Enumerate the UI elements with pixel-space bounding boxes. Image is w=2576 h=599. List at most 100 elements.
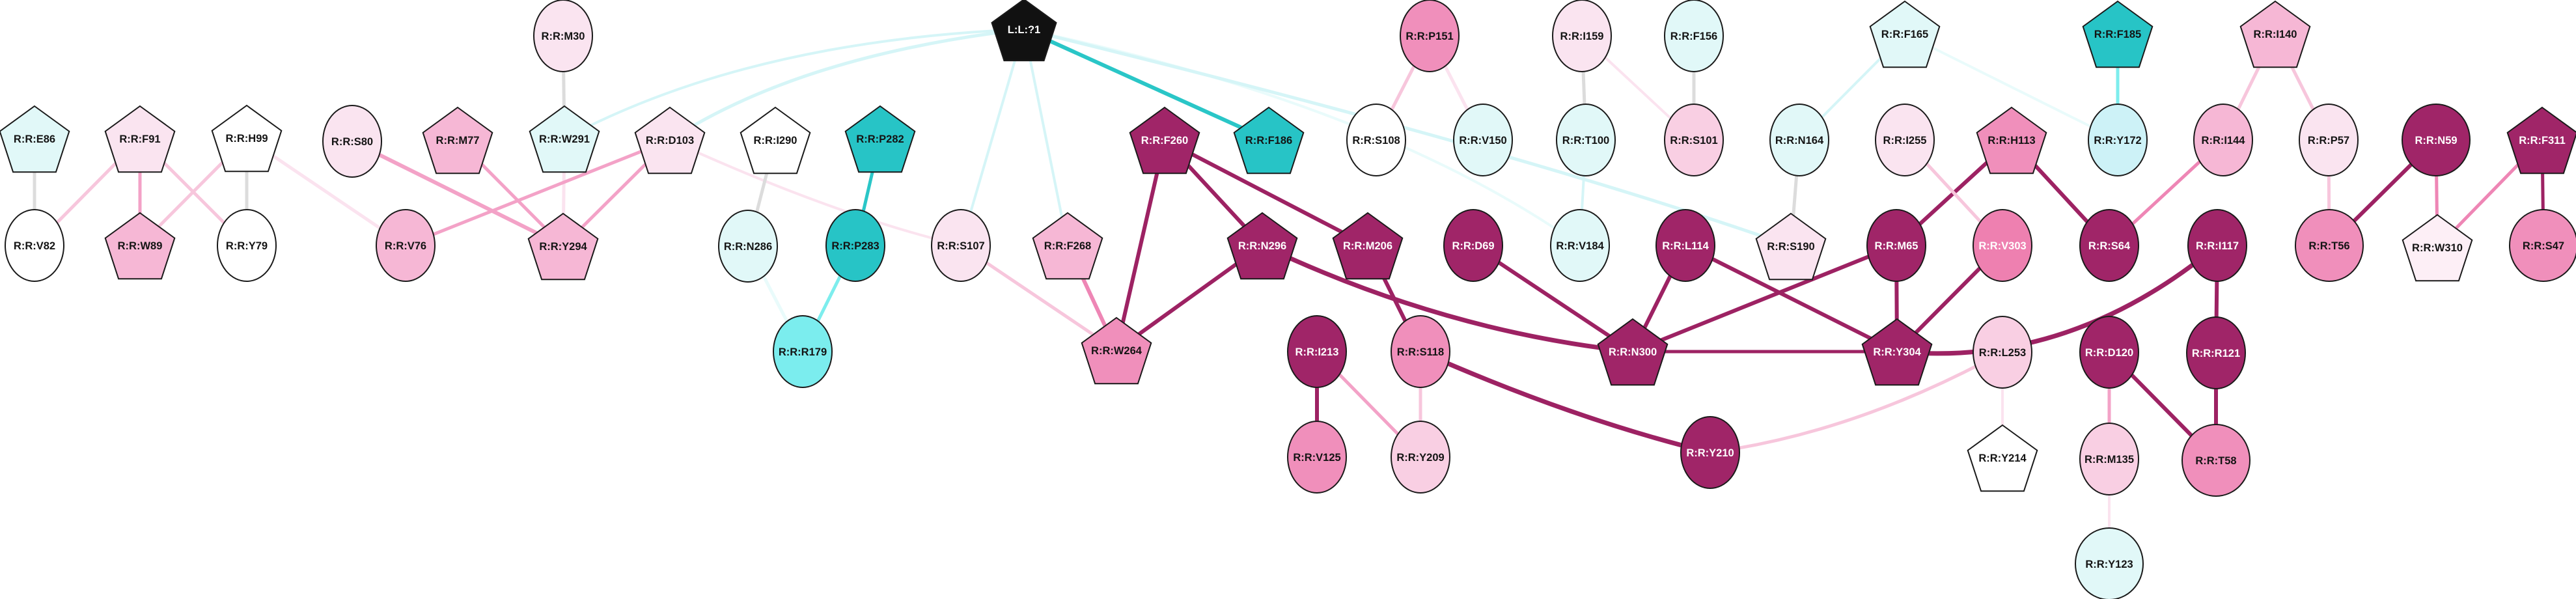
- graph-node-F165[interactable]: R:R:F165: [1869, 0, 1941, 68]
- graph-node-H113[interactable]: R:R:H113: [1976, 106, 2047, 174]
- graph-node-Y123[interactable]: R:R:Y123: [2075, 527, 2144, 599]
- graph-node-S190[interactable]: R:R:S190: [1755, 212, 1827, 281]
- pentagon-node-shape: [104, 212, 176, 280]
- graph-node-V125[interactable]: R:R:V125: [1287, 421, 1347, 494]
- graph-node-I159[interactable]: R:R:I159: [1552, 0, 1612, 72]
- pentagon-node-shape: [2239, 0, 2311, 68]
- graph-node-D69[interactable]: R:R:D69: [1443, 209, 1503, 282]
- graph-node-V82[interactable]: R:R:V82: [5, 209, 64, 282]
- edge-layer: [33, 27, 2545, 565]
- graph-node-M30[interactable]: R:R:M30: [533, 0, 593, 72]
- graph-node-Y172[interactable]: R:R:Y172: [2088, 104, 2148, 176]
- graph-node-V76[interactable]: R:R:V76: [376, 209, 436, 282]
- graph-node-I290[interactable]: R:R:I290: [740, 106, 811, 174]
- circle-node-shape: [2295, 209, 2364, 282]
- graph-node-R121[interactable]: R:R:R121: [2186, 316, 2246, 389]
- graph-node-L114[interactable]: R:R:L114: [1655, 209, 1715, 282]
- pentagon-node-shape: [529, 105, 600, 173]
- graph-node-N59[interactable]: R:R:N59: [2402, 104, 2471, 176]
- graph-node-I140[interactable]: R:R:I140: [2239, 0, 2311, 68]
- graph-edge-L114-Y304: [1683, 244, 1899, 354]
- graph-node-Y209[interactable]: R:R:Y209: [1391, 421, 1450, 494]
- graph-node-F260[interactable]: R:R:F260: [1129, 106, 1200, 174]
- graph-node-S101[interactable]: R:R:S101: [1664, 104, 1724, 176]
- graph-node-F268[interactable]: R:R:F268: [1032, 212, 1103, 280]
- graph-node-F91[interactable]: R:R:F91: [104, 105, 176, 173]
- graph-node-I255[interactable]: R:R:I255: [1875, 104, 1935, 176]
- graph-edge-L253-Y210: [1708, 350, 2004, 454]
- graph-node-V184[interactable]: R:R:V184: [1550, 209, 1610, 282]
- graph-node-M65[interactable]: R:R:M65: [1866, 209, 1926, 282]
- circle-node-shape: [2181, 424, 2251, 497]
- graph-node-T100[interactable]: R:R:T100: [1556, 104, 1616, 176]
- graph-edge-S118-Y210: [1418, 349, 1713, 455]
- graph-edge-N300-M65: [1631, 244, 1898, 354]
- graph-node-E86[interactable]: R:R:E86: [0, 105, 70, 173]
- graph-node-L1[interactable]: L:L:?1: [991, 0, 1057, 62]
- graph-edge-F260-W264: [1115, 138, 1167, 352]
- graph-edge-D103-S107: [669, 139, 962, 247]
- graph-node-W291[interactable]: R:R:W291: [529, 105, 600, 173]
- graph-node-V150[interactable]: R:R:V150: [1453, 104, 1513, 176]
- graph-node-S118[interactable]: R:R:S118: [1391, 315, 1450, 388]
- graph-edge-L1-F186: [1022, 27, 1271, 142]
- pentagon-node-shape: [1226, 212, 1298, 280]
- graph-node-N296[interactable]: R:R:N296: [1226, 212, 1298, 280]
- graph-node-Y214[interactable]: R:R:Y214: [1967, 424, 2038, 492]
- graph-node-T58[interactable]: R:R:T58: [2181, 424, 2251, 497]
- graph-node-I213[interactable]: R:R:I213: [1287, 315, 1347, 388]
- graph-node-P57[interactable]: R:R:P57: [2299, 104, 2359, 176]
- graph-node-Y79[interactable]: R:R:Y79: [217, 209, 277, 282]
- graph-node-L253[interactable]: R:R:L253: [1973, 316, 2032, 389]
- graph-edge-F165-Y172: [1904, 33, 2119, 141]
- graph-node-W264[interactable]: R:R:W264: [1081, 316, 1152, 385]
- graph-node-F185[interactable]: R:R:F185: [2082, 0, 2154, 68]
- pentagon-node-shape: [1597, 318, 1669, 386]
- pentagon-node-shape: [991, 0, 1057, 62]
- graph-node-F186[interactable]: R:R:F186: [1233, 106, 1305, 174]
- graph-node-M77[interactable]: R:R:M77: [422, 106, 493, 174]
- ellipse-node-shape: [1550, 209, 1610, 282]
- ellipse-node-shape: [1287, 421, 1347, 494]
- graph-node-H99[interactable]: R:R:H99: [211, 104, 283, 173]
- pentagon-node-shape: [1861, 318, 1933, 386]
- graph-node-N286[interactable]: R:R:N286: [718, 210, 778, 283]
- graph-node-N164[interactable]: R:R:N164: [1769, 104, 1829, 176]
- graph-node-V303[interactable]: R:R:V303: [1973, 209, 2032, 282]
- graph-node-M135[interactable]: R:R:M135: [2079, 423, 2139, 495]
- graph-node-I144[interactable]: R:R:I144: [2193, 104, 2253, 176]
- graph-node-R179[interactable]: R:R:R179: [773, 315, 833, 388]
- graph-node-P151[interactable]: R:R:P151: [1400, 0, 1460, 72]
- ellipse-node-shape: [1680, 416, 1740, 489]
- graph-edge-I117-Y304: [1894, 243, 2220, 356]
- graph-node-S47[interactable]: R:R:S47: [2509, 209, 2576, 282]
- graph-node-S107[interactable]: R:R:S107: [931, 209, 991, 282]
- graph-node-T56[interactable]: R:R:T56: [2295, 209, 2364, 282]
- circle-node-shape: [2509, 209, 2576, 282]
- graph-node-Y210[interactable]: R:R:Y210: [1680, 416, 1740, 489]
- ellipse-node-shape: [1973, 316, 2032, 389]
- pentagon-node-shape: [844, 105, 916, 173]
- ellipse-node-shape: [217, 209, 277, 282]
- graph-edge-L1-W291: [563, 28, 1025, 140]
- graph-node-S80[interactable]: R:R:S80: [322, 105, 382, 178]
- graph-edge-L1-S107: [960, 28, 1025, 247]
- graph-node-S64[interactable]: R:R:S64: [2079, 209, 2139, 282]
- ellipse-node-shape: [1391, 315, 1450, 388]
- graph-node-M206[interactable]: R:R:M206: [1332, 212, 1404, 280]
- graph-node-D120[interactable]: R:R:D120: [2079, 316, 2139, 389]
- graph-edge-D103-V76: [404, 138, 672, 247]
- ellipse-node-shape: [1866, 209, 1926, 282]
- graph-node-P283[interactable]: R:R:P283: [825, 209, 885, 282]
- graph-node-I117[interactable]: R:R:I117: [2187, 209, 2247, 282]
- pentagon-node-shape: [1976, 106, 2047, 174]
- pentagon-node-shape: [2506, 106, 2576, 174]
- graph-node-S108[interactable]: R:R:S108: [1346, 104, 1406, 176]
- graph-node-D103[interactable]: R:R:D103: [634, 106, 706, 174]
- graph-edge-D69-N300: [1471, 244, 1635, 354]
- graph-node-N300[interactable]: R:R:N300: [1597, 318, 1669, 386]
- graph-node-F156[interactable]: R:R:F156: [1664, 0, 1724, 72]
- graph-node-P282[interactable]: R:R:P282: [844, 105, 916, 173]
- graph-node-F311[interactable]: R:R:F311: [2506, 106, 2576, 174]
